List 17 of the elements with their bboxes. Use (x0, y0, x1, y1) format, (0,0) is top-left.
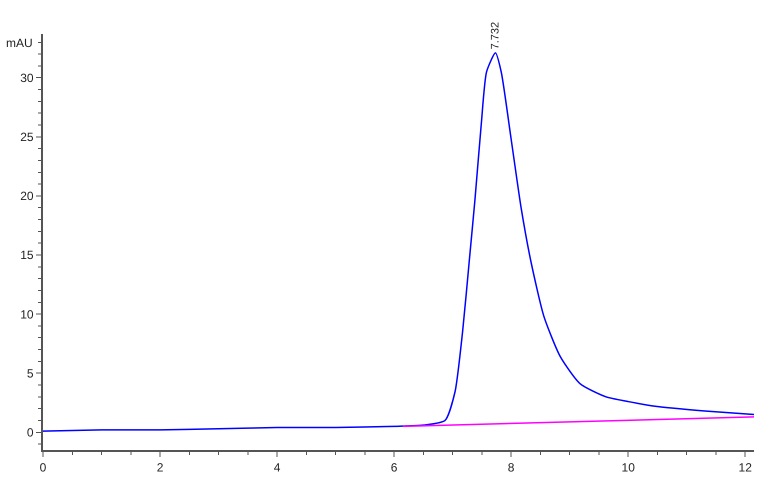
x-tick-label: 12 (738, 460, 752, 474)
annotation: 7.732 (490, 22, 502, 50)
y-tick-label: 30 (20, 70, 34, 85)
y-tick-label: 10 (20, 307, 34, 322)
x-tick-label: 8 (508, 460, 515, 474)
y-tick-label: 5 (26, 366, 34, 380)
x-tick-label: 2 (156, 460, 164, 474)
x-tick-label: 6 (390, 460, 398, 474)
x-tick-label: 0 (40, 460, 47, 474)
y-tick-label: 0 (26, 425, 34, 440)
y-tick-label: 25 (20, 130, 34, 144)
y-tick-label: 15 (20, 248, 34, 262)
y-axis-title: mAU (6, 36, 33, 50)
line-series (43, 52, 754, 432)
y-tick-label: 20 (20, 189, 34, 204)
x-tick-label: 4 (274, 460, 281, 474)
x-tick-label: 10 (622, 460, 636, 474)
